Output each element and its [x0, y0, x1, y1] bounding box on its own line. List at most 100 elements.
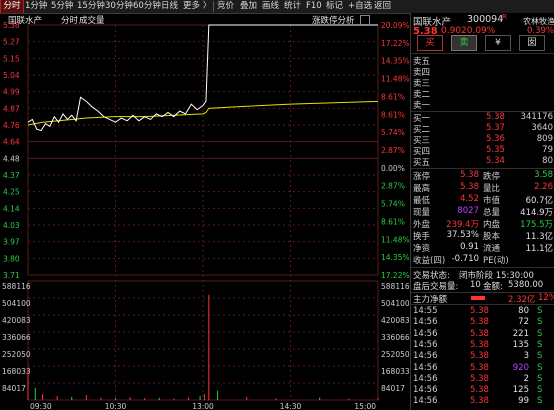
add-watchlist-button[interactable]: +自选: [348, 1, 373, 11]
tick-price: 5.38: [470, 306, 489, 316]
sell-button[interactable]: 卖: [451, 35, 477, 51]
volume-axis-label-left: 588116: [2, 282, 31, 291]
tab-30min[interactable]: 30分钟: [105, 1, 133, 11]
bid-3-price[interactable]: 5.36: [486, 134, 505, 144]
stat-label: 量比: [483, 184, 501, 194]
tick-time: 14:56: [413, 362, 438, 373]
stat-label: 最高: [413, 184, 431, 194]
bid-5-price[interactable]: 5.34: [486, 156, 505, 166]
auction-button[interactable]: 竞价: [217, 1, 235, 11]
bid-4-price[interactable]: 5.35: [486, 145, 505, 155]
price-axis-label: 3.97: [3, 238, 20, 247]
tick-volume: 221: [512, 328, 529, 339]
draw-button[interactable]: 画线: [262, 1, 280, 11]
tab-15min[interactable]: 15分钟: [77, 1, 105, 11]
tick-volume: 125: [512, 385, 529, 396]
pct-axis-label: 17.22%: [381, 271, 410, 280]
tab-60min[interactable]: 60分钟: [133, 1, 161, 11]
tick-price: 5.38: [470, 339, 489, 350]
bid-4-volume: 79: [542, 145, 553, 155]
tab-intraday[interactable]: 分时: [0, 0, 24, 13]
stat-value: 2.26: [534, 182, 553, 192]
quote-panel: 国联水产 300094 R 农林牧渔 5.38 0.90 20.09% 0.39…: [410, 13, 554, 410]
stat-label: 收益(四): [413, 256, 446, 266]
stat-value: 8027: [457, 206, 479, 216]
price-axis-label: 4.25: [3, 188, 20, 197]
price-axis-label: 4.64: [3, 138, 20, 147]
bid-5-label: 买五: [413, 158, 431, 168]
tick-price: 5.38: [470, 396, 489, 407]
after-hours-amount-label: 金额:: [483, 282, 503, 292]
tab-1min[interactable]: 1分钟: [25, 1, 48, 11]
stat-label: 外盘: [413, 220, 431, 230]
stock-name: 国联水产: [413, 17, 452, 28]
chart-area: 5.38 5.27 5.15 5.04 4.99 4.87 4.76 4.64 4.48 4.37…: [0, 13, 410, 410]
bid-3-label: 买三: [413, 136, 431, 146]
price-change-pct: 20.09%: [461, 26, 496, 36]
chart-tab-volume[interactable]: 成交量: [79, 16, 105, 26]
stat-label: 现量: [413, 208, 431, 218]
tab-more[interactable]: 更多 〉: [183, 1, 212, 11]
last-price: 5.38: [413, 26, 438, 37]
period-toolbar: 分时 1分钟 5分钟 15分钟 30分钟 60分钟 日线 更多 〉 竞价 叠加 …: [0, 0, 554, 14]
price-axis-label: 4.48: [3, 154, 20, 163]
expand-icon[interactable]: [360, 15, 370, 25]
price-axis-label: 4.76: [3, 121, 20, 130]
volume-axis-label-right: 420083: [381, 316, 410, 325]
pct-axis-label: 8.61%: [381, 110, 405, 119]
buy-button[interactable]: 买: [417, 35, 443, 51]
tick-price: 5.38: [470, 328, 489, 339]
tools-button[interactable]: 囡: [519, 35, 545, 51]
tab-daily[interactable]: 日线: [161, 1, 179, 11]
main-force-pct: 12%: [538, 293, 554, 303]
tick-price: 5.38: [470, 373, 489, 384]
overlay-button[interactable]: 叠加: [240, 1, 258, 11]
tick-volume: 3: [523, 351, 529, 362]
tick-time: 14:56: [413, 385, 438, 396]
volume-axis-label-right: 84017: [381, 384, 405, 393]
time-axis-label: 10:30: [105, 402, 127, 410]
pct-axis-label: 0.00%: [381, 164, 405, 173]
tick-time: 14:56: [413, 373, 438, 384]
bid-5-volume: 80: [542, 156, 553, 166]
bid-2-label: 买二: [413, 125, 431, 135]
bid-3-volume: 809: [536, 134, 553, 144]
yen-button[interactable]: ¥: [485, 35, 511, 51]
stat-value: 37.53%: [446, 230, 479, 240]
chart-tab-intraday[interactable]: 分时: [61, 16, 79, 26]
price-change: 0.90: [441, 26, 462, 36]
bid-4-label: 买四: [413, 147, 431, 157]
tick-direction: S: [537, 317, 543, 328]
board-name[interactable]: 农林牧渔: [523, 17, 554, 26]
tick-time: 14:56: [413, 339, 438, 350]
tick-volume: 920: [512, 362, 529, 373]
back-button[interactable]: 返回: [374, 1, 392, 11]
price-axis-label: 4.03: [3, 221, 20, 230]
after-hours-volume: 10: [470, 280, 481, 290]
stat-value: 239.4万: [446, 220, 479, 230]
price-axis-label: 4.99: [3, 88, 20, 97]
price-axis-label: 5.38: [3, 21, 20, 30]
f10-button[interactable]: F10: [306, 1, 322, 11]
mark-button[interactable]: 标记: [326, 1, 344, 11]
time-axis-label: 09:30: [30, 402, 52, 410]
pct-axis-label: 17.22%: [381, 39, 410, 48]
tick-volume: 135: [512, 339, 529, 350]
tab-5min[interactable]: 5分钟: [51, 1, 74, 11]
stat-label: 净资: [413, 244, 431, 254]
intraday-chart[interactable]: 5.38 5.27 5.15 5.04 4.99 4.87 4.76 4.64 4.48 4.37…: [0, 13, 410, 410]
bid-2-price[interactable]: 5.37: [486, 123, 505, 133]
stats-button[interactable]: 统计: [284, 1, 302, 11]
main-force-label[interactable]: 主力净额: [413, 295, 448, 305]
price-line: [27, 24, 378, 132]
volume-axis-label-left: 252050: [2, 350, 31, 359]
price-axis-label: 5.15: [3, 54, 20, 63]
stat-value: 3.58: [534, 170, 553, 180]
time-axis-label: 13:00: [192, 402, 214, 410]
stat-value: 11.3亿: [525, 232, 553, 242]
tick-time: 14:56: [413, 328, 438, 339]
bid-1-price[interactable]: 5.38: [486, 112, 505, 122]
pct-axis-label: 2.87%: [381, 146, 405, 155]
pct-axis-label: 8.61%: [381, 92, 405, 101]
limit-analysis-link[interactable]: 涨跌停分析: [312, 16, 355, 26]
